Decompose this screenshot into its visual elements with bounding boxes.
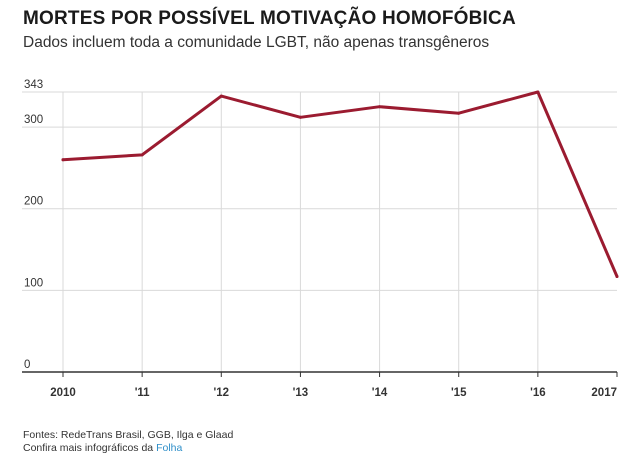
line-chart: 0 100 200 300 343 2010 '11 '12 '13 '14 '15 '16 2017 — [22, 79, 619, 399]
y-tick-label: 200 — [24, 196, 43, 208]
x-tick-label: '14 — [372, 387, 388, 399]
data-point — [219, 94, 223, 98]
x-tick-label: '11 — [135, 387, 150, 399]
more-infographics-line: Confira mais infográficos da Folha — [23, 442, 233, 455]
footer: Fontes: RedeTrans Brasil, GGB, Ilga e Gl… — [23, 429, 233, 455]
x-tick-label: '12 — [214, 387, 230, 399]
more-infographics-text: Confira mais infográficos da — [23, 442, 157, 454]
data-point — [61, 158, 65, 162]
data-point — [536, 90, 540, 94]
y-tick-label: 300 — [24, 114, 43, 126]
series-line — [61, 90, 619, 278]
x-tick-label: '16 — [530, 387, 546, 399]
data-point — [457, 111, 461, 115]
y-tick-label: 100 — [24, 277, 43, 289]
folha-link[interactable]: Folha — [156, 442, 183, 454]
y-tick-label: 0 — [24, 359, 30, 371]
data-point — [298, 115, 302, 119]
x-tick-label: 2017 — [591, 387, 617, 399]
x-tick-label: 2010 — [50, 387, 76, 399]
x-tick-label: '15 — [451, 387, 467, 399]
y-tick-label: 343 — [24, 79, 43, 91]
chart-title: MORTES POR POSSÍVEL MOTIVAÇÃO HOMOFÓBICA — [23, 8, 516, 29]
sources-text: Fontes: RedeTrans Brasil, GGB, Ilga e Gl… — [23, 429, 234, 441]
chart-subtitle: Dados incluem toda a comunidade LGBT, nã… — [23, 34, 490, 51]
data-point — [140, 153, 144, 157]
x-tick-label: '13 — [293, 387, 309, 399]
data-point — [615, 274, 619, 278]
data-point — [378, 105, 382, 109]
